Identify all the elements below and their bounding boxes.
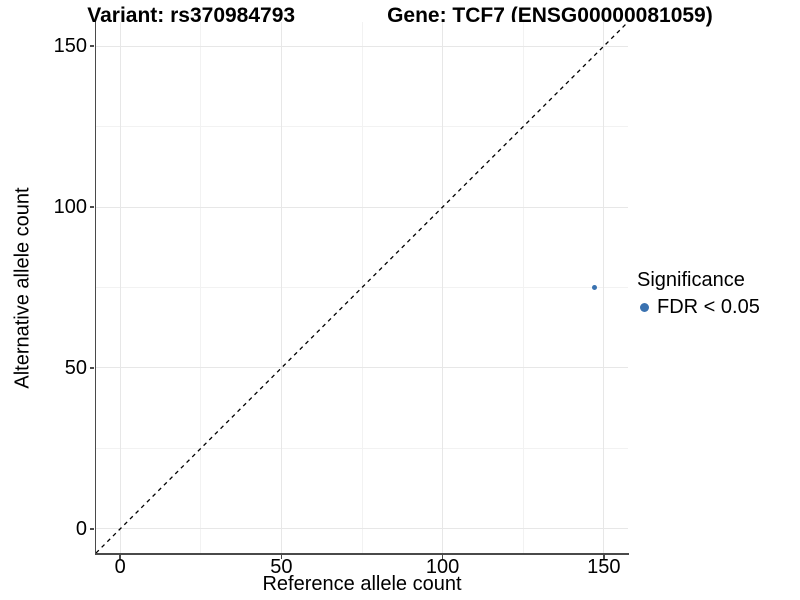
y-tick-mark: [90, 45, 95, 47]
data-point: [591, 285, 597, 290]
plot-title: Variant: rs370984793 Gene: TCF7 (ENSG000…: [0, 4, 800, 27]
y-tick-label: 0: [75, 517, 87, 540]
x-axis-line: [94, 553, 629, 555]
plot-title-variant: Variant: rs370984793: [87, 4, 296, 27]
y-tick-mark: [90, 528, 95, 530]
legend-item: FDR < 0.05: [637, 295, 760, 319]
x-tick-label: 150: [587, 556, 621, 578]
major-gridline: [96, 45, 628, 47]
minor-gridline: [96, 126, 628, 128]
x-tick-mark: [603, 554, 605, 559]
x-tick-label: 0: [114, 556, 126, 578]
legend-item-label: FDR < 0.05: [657, 296, 760, 318]
major-gridline: [119, 22, 121, 553]
x-tick-mark: [441, 554, 444, 559]
major-gridline: [280, 22, 282, 553]
x-tick-label: 50: [270, 556, 293, 578]
y-tick-mark: [90, 206, 95, 208]
identity-line: [96, 22, 628, 553]
x-tick-mark: [280, 554, 283, 559]
major-gridline: [96, 528, 628, 530]
legend: Significance FDR < 0.05: [637, 268, 760, 319]
legend-title: Significance: [637, 269, 745, 291]
major-gridline: [603, 22, 605, 553]
major-gridline: [96, 206, 628, 208]
plot-title-gene: Gene: TCF7 (ENSG00000081059): [387, 4, 713, 27]
y-tick-label: 100: [53, 196, 87, 219]
y-tick-label: 150: [53, 35, 87, 58]
legend-key-dot: [640, 302, 649, 312]
x-tick-label: 100: [425, 556, 460, 578]
y-tick-label: 50: [64, 356, 87, 379]
plot-panel: [96, 22, 628, 553]
major-gridline: [442, 22, 444, 553]
x-tick-mark: [119, 554, 121, 559]
y-axis-line: [94, 22, 97, 555]
major-gridline: [96, 367, 628, 369]
minor-gridline: [96, 287, 628, 288]
x-axis-title: Reference allele count: [262, 573, 462, 595]
y-tick-mark: [90, 367, 95, 369]
minor-gridline: [96, 447, 628, 449]
